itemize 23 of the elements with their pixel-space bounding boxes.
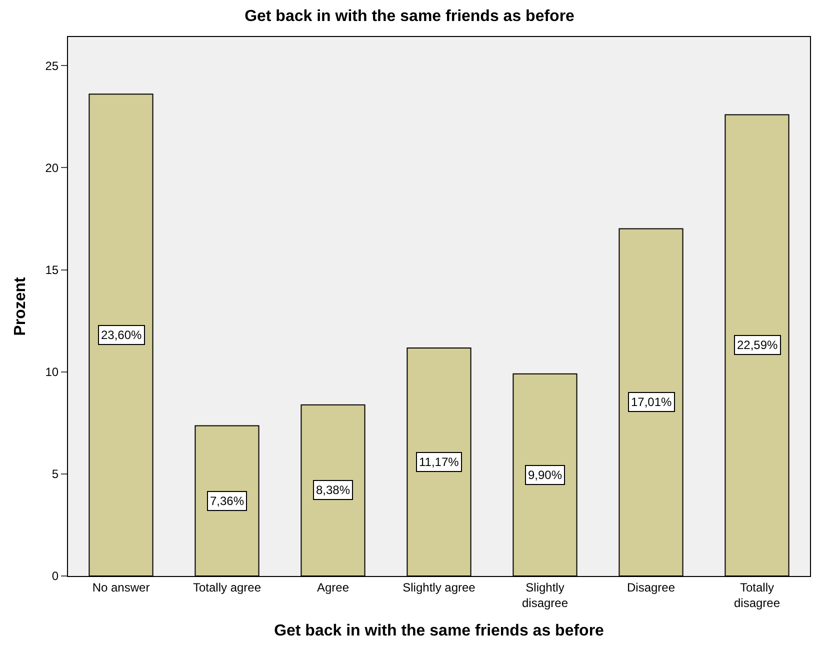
data-label: 7,36% xyxy=(210,494,244,508)
data-label: 17,01% xyxy=(631,395,672,409)
data-label: 8,38% xyxy=(316,483,350,497)
y-tick-label: 0 xyxy=(52,569,59,584)
chart-title: Get back in with the same friends as before xyxy=(244,8,575,25)
x-tick-label: Slightly agree xyxy=(402,580,476,594)
x-tick-label: Slightly disagree xyxy=(522,580,568,610)
x-tick-label: Totally agree xyxy=(192,580,262,594)
y-axis-title: Prozent xyxy=(12,276,30,336)
y-tick-label: 20 xyxy=(45,160,59,175)
data-label: 9,90% xyxy=(528,468,562,482)
y-tick-label: 5 xyxy=(52,467,59,482)
data-label: 22,59% xyxy=(737,338,778,352)
data-label: 11,17% xyxy=(419,455,460,469)
data-label: 23,60% xyxy=(101,328,142,342)
x-tick-label: No answer xyxy=(92,580,150,594)
y-tick-label: 15 xyxy=(45,262,59,277)
x-tick-label: Disagree xyxy=(626,580,676,594)
y-tick-label: 25 xyxy=(45,58,59,73)
x-tick-label: Totally disagree xyxy=(734,580,780,610)
x-tick-label: Agree xyxy=(316,580,350,594)
x-axis-title: Get back in with the same friends as before xyxy=(274,622,604,640)
y-tick-label: 10 xyxy=(45,365,59,380)
